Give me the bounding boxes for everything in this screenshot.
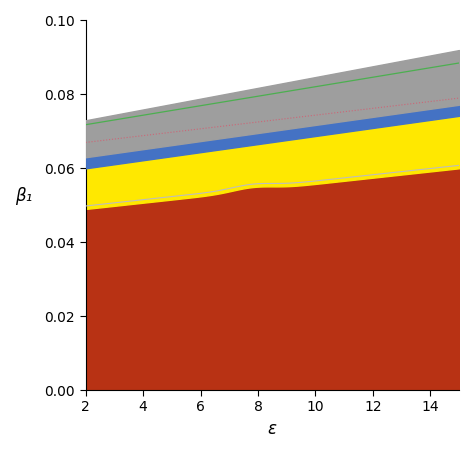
- X-axis label: ε: ε: [268, 420, 277, 438]
- Y-axis label: β₁: β₁: [15, 187, 32, 205]
